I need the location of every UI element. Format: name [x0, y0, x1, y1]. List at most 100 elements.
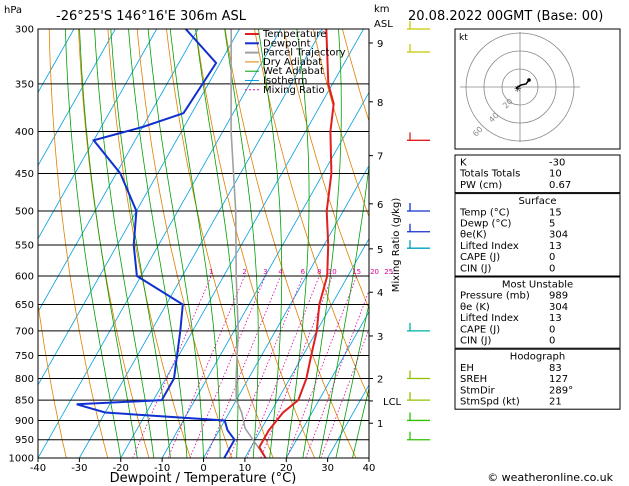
pressure-tick-label: 700 [15, 326, 34, 337]
mixing-ratio-label: 6 [301, 268, 306, 276]
legend-label: Parcel Trajectory [263, 48, 346, 59]
km-label: km [374, 4, 390, 15]
dewpoint-line [76, 29, 236, 458]
indices-tables: K -30 Totals Totals 10 PW (cm) 0.67 Surface Tem… [454, 154, 621, 410]
pressure-tick-label: 750 [15, 351, 34, 362]
location-title: -26°25'S 146°16'E 306m ASL [56, 9, 247, 24]
temperature-line [258, 29, 335, 458]
dry-adiabat-line [136, 29, 233, 458]
temperature-tick-label: 30 [321, 463, 334, 474]
index-value: 0.67 [549, 180, 571, 191]
height-tick-label: 5 [377, 245, 383, 256]
index-label: StmSpd (kt) [460, 397, 520, 408]
index-label: θe (K) [460, 302, 490, 313]
mixing-ratio-line [305, 289, 369, 458]
isotherm-line [285, 310, 369, 458]
pressure-tick-label: 650 [15, 300, 34, 311]
legend-label: Mixing Ratio [263, 85, 325, 96]
temperature-tick-label: 10 [239, 463, 252, 474]
index-value: 0 [549, 252, 555, 263]
isotherm-line [38, 29, 199, 313]
legend-label: Dry Adiabat [263, 57, 322, 68]
mixing-ratio-line [132, 275, 212, 458]
wet-adiabat-line [352, 386, 369, 458]
asl-label: ASL [374, 19, 393, 30]
index-label: Lifted Index [460, 313, 519, 324]
height-tick-label: 3 [377, 332, 383, 343]
isotherm-line [38, 29, 158, 240]
mixing-ratio-line [205, 275, 281, 458]
index-label: CIN (J) [460, 263, 491, 274]
index-label: PW (cm) [460, 180, 502, 191]
hodograph-trace [515, 79, 530, 89]
index-value: 13 [549, 313, 562, 324]
legend-label: Temperature [262, 29, 326, 40]
mixing-ratio-line [320, 327, 369, 458]
mixing-ratio-labels: 1 2 3 4 6 8 10 15 20 25 [209, 268, 393, 276]
index-value: 289° [549, 385, 573, 396]
pressure-tick-label: 300 [15, 25, 34, 36]
index-value: 13 [549, 241, 562, 252]
pressure-tick-label: 600 [15, 271, 34, 282]
isotherm-line [38, 29, 282, 458]
index-label: CIN (J) [460, 336, 491, 347]
temperature-tick-label: 0 [200, 463, 206, 474]
pressure-tick-label: 850 [15, 396, 34, 407]
index-value: 304 [549, 230, 568, 241]
index-label: StmDir [460, 385, 495, 396]
temperature-tick-label: 20 [280, 463, 293, 474]
mixing-ratio-label: 15 [352, 268, 361, 276]
hodograph-point [527, 78, 531, 82]
section-box [454, 348, 621, 410]
isotherm-line [38, 29, 116, 167]
height-tick-label: 8 [377, 98, 383, 109]
index-value: 10 [549, 169, 562, 180]
mixing-ratio-label: 2 [242, 268, 246, 276]
dry-adiabat-line [312, 29, 369, 218]
parcel-trajectory-line [230, 29, 267, 458]
pressure-tick-label: 400 [15, 127, 34, 138]
height-tick-label: 1 [377, 419, 383, 430]
section-title: Hodograph [510, 352, 565, 363]
pressure-tick-label: 350 [15, 79, 34, 90]
temperature-tick-label: -20 [113, 463, 129, 474]
mixing-ratio-axis-label: Mixing Ratio (g/kg) [391, 198, 402, 293]
temperature-tick-label: -40 [30, 463, 46, 474]
index-label: θe(K) [460, 230, 487, 241]
wind-barbs [407, 21, 430, 441]
section-box [454, 276, 621, 349]
index-label: Temp (°C) [459, 207, 510, 218]
index-label: EH [460, 363, 474, 374]
mixing-ratio-label: 20 [370, 268, 379, 276]
height-tick-label: 9 [377, 39, 383, 50]
index-label: Lifted Index [460, 241, 519, 252]
legend-label: Isotherm [263, 76, 307, 87]
index-label: Totals Totals [459, 169, 520, 180]
wet-adiabat-line [147, 29, 204, 458]
index-value: 15 [549, 207, 562, 218]
index-value: 0 [549, 324, 555, 335]
index-value: 989 [549, 291, 568, 302]
date-title: 20.08.2022 00GMT (Base: 00) [408, 9, 603, 24]
wet-adiabat-line [224, 29, 259, 458]
index-label: CAPE (J) [460, 324, 500, 335]
pressure-tick-label: 450 [15, 169, 34, 180]
mixing-ratio-label: 1 [209, 268, 213, 276]
isotherm-line [327, 384, 369, 458]
height-tick-label: 6 [377, 200, 383, 211]
index-value: 0 [549, 336, 555, 347]
pressure-tick-label: 900 [15, 416, 34, 427]
isotherm-line [244, 237, 369, 458]
pressure-tick-label: 950 [15, 435, 34, 446]
mixing-ratio-line [167, 275, 246, 458]
index-value: 304 [549, 302, 568, 313]
height-tick-label: LCL [383, 397, 402, 408]
index-label: Dewp (°C) [460, 219, 511, 230]
index-label: SREH [460, 374, 487, 385]
wet-adiabat-line [335, 301, 369, 458]
x-axis-label: Dewpoint / Temperature (°C) [110, 471, 297, 486]
